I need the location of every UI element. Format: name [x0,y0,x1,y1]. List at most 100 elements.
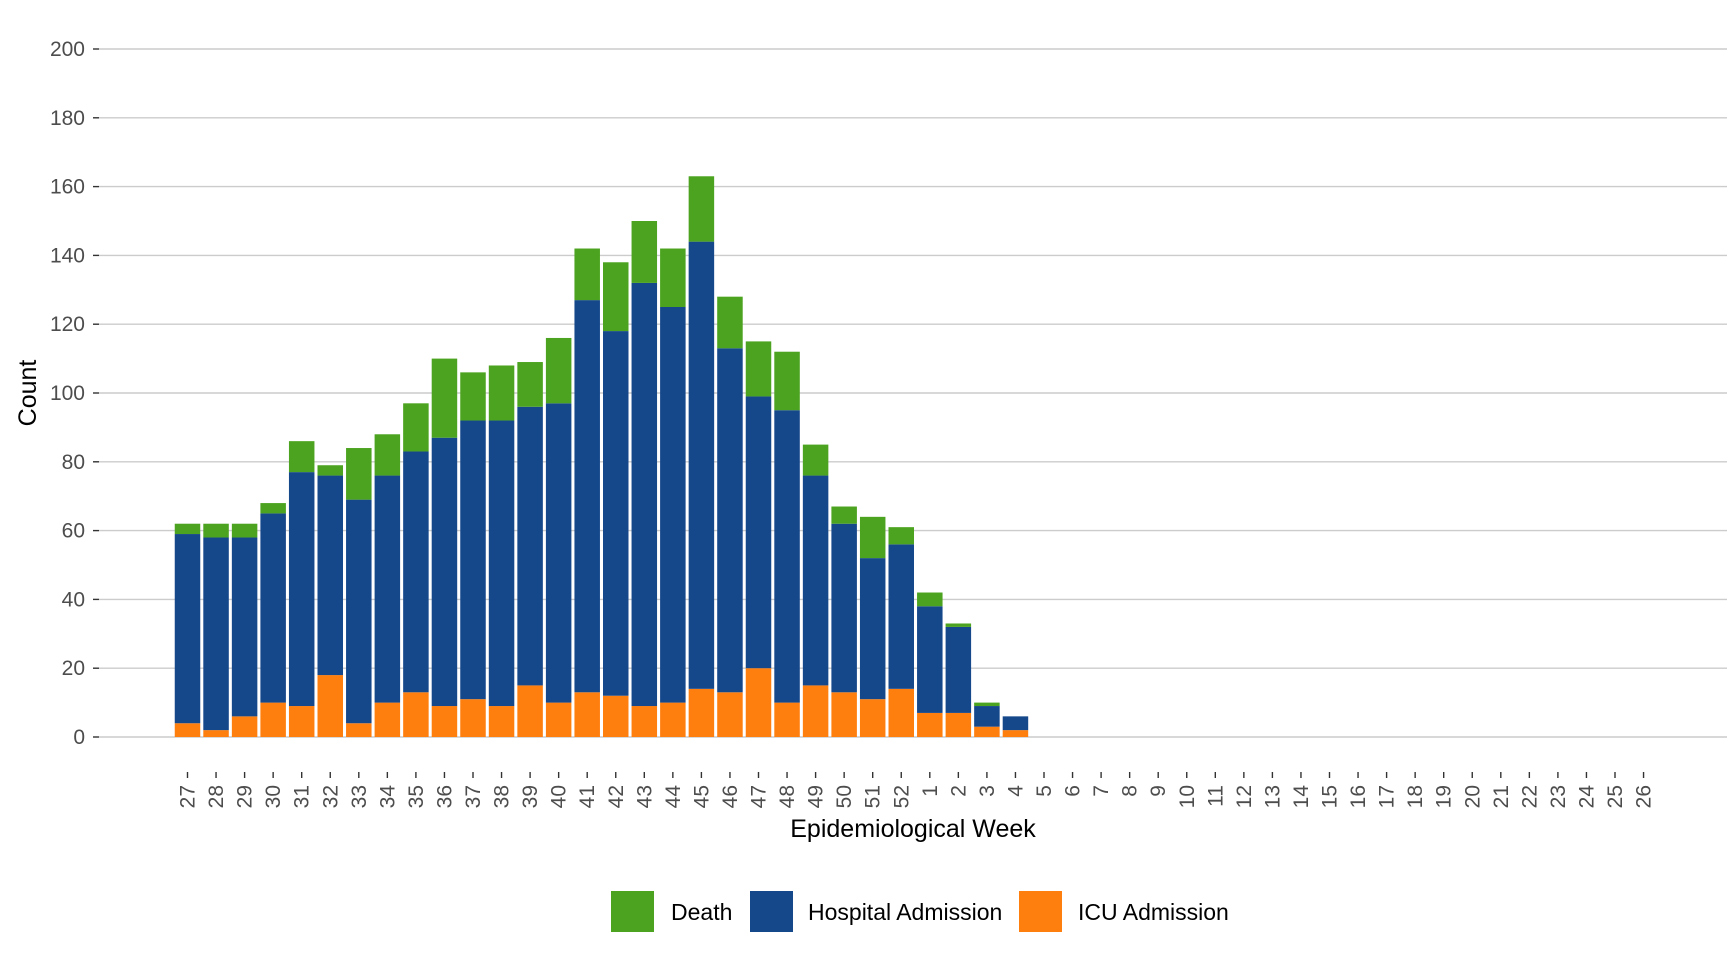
x-tick-label: 44 [662,785,685,809]
bar-icu-admission-week-2 [945,712,972,737]
x-tick-label: 2 [947,785,970,797]
x-tick-label: 8 [1119,785,1142,797]
bar-icu-admission-week-29 [231,716,258,737]
bar-death-week-1 [917,592,943,607]
bar-hospital-admission-week-32 [317,475,343,676]
bar-icu-admission-week-43 [631,706,658,737]
bar-icu-admission-week-49 [802,685,829,737]
bar-death-week-45 [688,176,715,242]
bar-hospital-admission-week-3 [974,706,1000,727]
y-tick-label: 140 [50,244,85,267]
bar-hospital-admission-week-45 [688,241,715,689]
x-tick-label: 7 [1090,785,1113,797]
x-tick-label: 24 [1575,785,1598,809]
bar-icu-admission-week-52 [888,688,914,737]
bar-icu-admission-week-44 [660,702,686,737]
x-tick-label: 43 [633,785,656,808]
bar-death-week-49 [802,444,829,476]
x-tick-label: 25 [1604,785,1627,808]
bar-icu-admission-week-47 [745,668,772,737]
bar-hospital-admission-week-28 [203,537,229,731]
bar-death-week-39 [517,362,543,407]
bar-death-week-51 [859,516,886,559]
bar-icu-admission-week-3 [974,726,1000,737]
bar-icu-admission-week-39 [517,685,543,737]
x-tick-label: 27 [177,785,200,808]
legend-label-icu-admission: ICU Admission [1078,899,1229,925]
bar-hospital-admission-week-52 [888,544,914,689]
bar-icu-admission-week-36 [431,706,458,737]
bar-death-week-33 [346,448,372,500]
bar-death-week-40 [545,337,572,404]
bar-death-week-52 [888,527,914,545]
bar-icu-admission-week-33 [346,723,372,737]
x-axis-title: Epidemiological Week [790,815,1036,843]
bar-icu-admission-week-35 [403,692,429,737]
bar-hospital-admission-week-38 [488,420,515,707]
x-tick-label: 46 [719,785,742,808]
x-axis: 27 28 29 30 31 32 33 34 35 36 37 38 39 40 41 42 43 44 45 46… [177,772,1656,808]
bar-icu-admission-week-32 [317,675,343,737]
x-tick-label: 13 [1261,785,1284,808]
x-tick-label: 36 [433,785,456,808]
x-tick-label: 48 [776,785,799,808]
bar-death-week-44 [660,248,686,307]
legend-swatch-death [611,891,654,932]
bar-death-week-3 [974,702,1000,707]
bar-hospital-admission-week-39 [517,406,543,686]
bar-death-week-35 [403,403,429,452]
x-tick-label: 20 [1461,785,1484,808]
bar-death-week-41 [574,248,600,301]
bar-death-week-29 [231,523,258,538]
x-tick-label: 39 [519,785,542,808]
bar-icu-admission-week-50 [831,692,857,737]
y-axis-title: Count [14,360,42,427]
bar-death-week-38 [488,365,515,421]
x-tick-label: 11 [1204,785,1227,807]
bar-hospital-admission-week-47 [745,396,772,669]
bar-icu-admission-week-40 [545,702,572,737]
x-tick-label: 19 [1433,785,1456,808]
bar-death-week-37 [460,372,486,421]
bar-hospital-admission-week-50 [831,523,857,693]
x-tick-label: 4 [1004,785,1027,797]
bar-death-week-50 [831,506,857,524]
x-tick-label: 17 [1376,785,1399,808]
bar-icu-admission-week-4 [1002,730,1029,737]
y-tick-label: 20 [62,657,85,680]
bar-hospital-admission-week-40 [545,403,572,703]
y-tick-label: 60 [62,520,85,543]
legend-swatch-icu-admission [1019,891,1062,932]
x-tick-label: 52 [890,785,913,808]
bar-icu-admission-week-37 [460,699,486,737]
x-tick-label: 22 [1518,785,1541,808]
bar-death-week-31 [288,441,315,473]
bar-icu-admission-week-46 [717,692,743,737]
bar-hospital-admission-week-44 [660,307,686,703]
bar-death-week-28 [203,523,229,538]
x-tick-label: 40 [548,785,571,808]
x-tick-label: 35 [405,785,428,808]
bar-hospital-admission-week-36 [431,437,458,707]
x-tick-label: 10 [1176,785,1199,808]
bar-death-week-30 [260,503,286,514]
x-tick-label: 38 [491,785,514,808]
bar-hospital-admission-week-51 [859,558,886,700]
bar-hospital-admission-week-43 [631,282,658,707]
bar-death-week-32 [317,465,343,476]
x-tick-label: 12 [1233,785,1256,808]
x-tick-label: 5 [1033,785,1056,797]
y-tick-label: 40 [62,588,85,611]
x-tick-label: 41 [576,785,599,808]
x-tick-label: 34 [376,785,399,809]
bar-death-week-27 [174,523,201,535]
y-axis: 0 20 40 60 80 100 120 140 160 180 200 [50,38,99,749]
bar-icu-admission-week-45 [688,688,715,737]
legend: Death Hospital Admission ICU Admission [611,891,1229,932]
x-tick-label: 23 [1547,785,1570,808]
bar-death-week-42 [603,262,629,332]
y-tick-label: 120 [50,313,85,336]
legend-label-hospital-admission: Hospital Admission [808,899,1002,925]
y-tick-label: 80 [62,451,85,474]
